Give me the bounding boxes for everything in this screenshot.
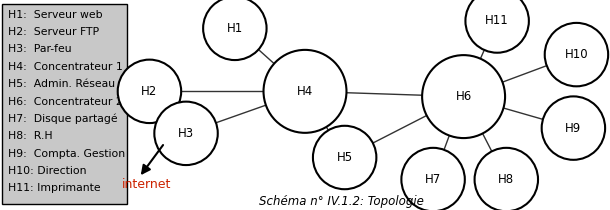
- Ellipse shape: [264, 50, 346, 133]
- Text: H3: H3: [178, 127, 194, 140]
- Text: internet: internet: [122, 178, 171, 191]
- Ellipse shape: [203, 0, 267, 60]
- Text: H2: H2: [142, 85, 157, 98]
- Text: H11: H11: [486, 14, 509, 28]
- Ellipse shape: [542, 96, 605, 160]
- Text: Schéma n° IV.1.2: Topologie: Schéma n° IV.1.2: Topologie: [259, 195, 424, 208]
- Text: H8:  R.H: H8: R.H: [8, 131, 52, 141]
- Text: H10: H10: [565, 48, 588, 61]
- Text: H9: H9: [565, 122, 581, 135]
- Ellipse shape: [401, 148, 465, 210]
- Ellipse shape: [118, 60, 181, 123]
- Text: H8: H8: [498, 173, 514, 186]
- Text: H4:  Concentrateur 1: H4: Concentrateur 1: [8, 62, 123, 72]
- Text: H1:  Serveur web: H1: Serveur web: [8, 10, 102, 20]
- Text: H4: H4: [297, 85, 313, 98]
- Text: H2:  Serveur FTP: H2: Serveur FTP: [8, 27, 99, 37]
- Text: H5: H5: [337, 151, 353, 164]
- Text: H7:  Disque partagé: H7: Disque partagé: [8, 114, 118, 124]
- Text: H9:  Compta. Gestion: H9: Compta. Gestion: [8, 149, 125, 159]
- Ellipse shape: [422, 55, 505, 138]
- FancyBboxPatch shape: [2, 4, 127, 204]
- Text: H6: H6: [456, 90, 472, 103]
- Ellipse shape: [313, 126, 376, 189]
- Text: H7: H7: [425, 173, 441, 186]
- Text: H3:  Par-feu: H3: Par-feu: [8, 44, 71, 54]
- Ellipse shape: [545, 23, 608, 86]
- Text: H11: Imprimante: H11: Imprimante: [8, 183, 101, 193]
- Ellipse shape: [475, 148, 538, 210]
- Text: H5:  Admin. Réseau: H5: Admin. Réseau: [8, 79, 115, 89]
- Ellipse shape: [465, 0, 529, 53]
- Ellipse shape: [154, 102, 218, 165]
- Text: H6:  Concentrateur 2: H6: Concentrateur 2: [8, 97, 123, 106]
- Text: H10: Direction: H10: Direction: [8, 166, 87, 176]
- Text: H1: H1: [227, 22, 243, 35]
